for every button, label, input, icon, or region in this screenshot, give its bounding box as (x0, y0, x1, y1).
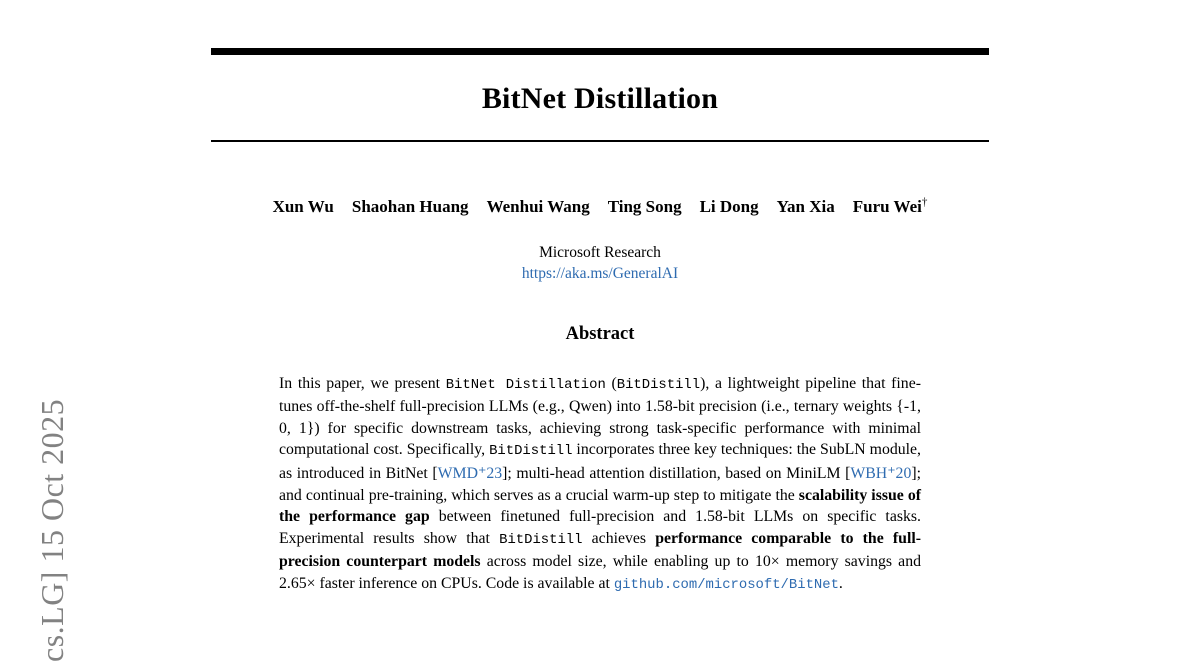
abstract-text: ]; and continual pre-training, which ser… (279, 465, 922, 504)
paper-page: BitNet Distillation Xun Wu Shaohan Huang W… (211, 0, 989, 597)
abstract-text: across model size, while enabling up to … (279, 553, 921, 592)
abstract-heading: Abstract (565, 323, 635, 344)
author-line: Xun Wu Shaohan Huang Wenhui Wang Ting Song L… (211, 196, 989, 217)
bitdistill-term: BitDistill (489, 443, 573, 460)
author-name: Li Dong (699, 196, 759, 216)
author-name: Furu Wei† (852, 196, 928, 216)
arxiv-watermark: cs.LG] 15 Oct 2025 (34, 398, 70, 662)
abstract-body: In this paper, we present BitNet Distill… (279, 373, 921, 597)
abstract-text: ]; multi-head attention distillation, ba… (502, 465, 851, 483)
title-rule-bottom (211, 140, 989, 142)
link-line: https://aka.ms/GeneralAI (211, 265, 989, 283)
bitnet-distillation-term: BitNet Distillation (445, 376, 606, 393)
abstract-bold-phrase: scalability issue of the performance gap (279, 486, 921, 526)
abstract-text: ), a lightweight pipeline that fine-tune… (279, 374, 921, 459)
dagger-mark: † (921, 196, 928, 208)
abstract-text: between finetuned full-precision and 1.5… (279, 508, 921, 547)
abstract-text: In this paper, we present (279, 374, 446, 392)
author-name: Wenhui Wang (486, 196, 590, 216)
bitdistill-term: BitDistill (499, 531, 583, 548)
general-ai-link[interactable]: https://aka.ms/GeneralAI (521, 264, 679, 282)
abstract-text: achieves (582, 529, 656, 547)
author-name: Ting Song (607, 196, 682, 216)
abstract-text: incorporates three key techniques: the S… (279, 441, 922, 483)
author-name: Yan Xia (776, 196, 835, 216)
abstract-text: . (838, 575, 843, 592)
github-link[interactable]: github.com/microsoft/BitNet (613, 577, 839, 593)
author-name: Shaohan Huang (351, 196, 469, 216)
abstract-bold-phrase: performance comparable to the full-preci… (279, 529, 921, 571)
author-name: Xun Wu (272, 196, 334, 216)
citation-wbh20[interactable]: WBH⁺20 (850, 465, 912, 483)
paper-title: BitNet Distillation (481, 82, 719, 115)
abstract-text: ( (605, 374, 617, 392)
title-rule-top (211, 48, 989, 55)
affiliation: Microsoft Research (539, 243, 661, 261)
bitdistill-term: BitDistill (616, 376, 701, 393)
citation-wmd23[interactable]: WMD⁺23 (437, 465, 503, 483)
